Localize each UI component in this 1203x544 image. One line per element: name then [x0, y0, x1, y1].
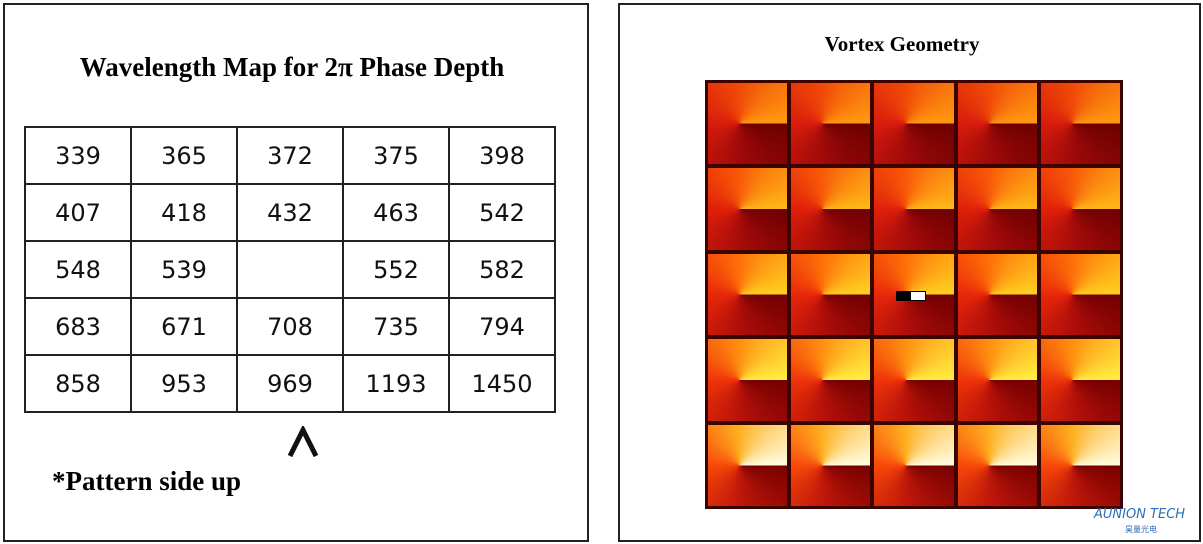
- vortex-tile: [957, 424, 1037, 506]
- vortex-tile: [957, 83, 1037, 165]
- table-cell: 858: [24, 354, 132, 413]
- vortex-tile: [791, 83, 871, 165]
- table-cell: 969: [236, 354, 344, 413]
- vortex-tile: [791, 168, 871, 250]
- table-cell: 407: [24, 183, 132, 242]
- vortex-tile: [791, 424, 871, 506]
- center-marker: [896, 291, 926, 301]
- vortex-tile: [874, 339, 954, 421]
- table-row: 548 539 552 582: [24, 240, 556, 299]
- table-cell: 683: [24, 297, 132, 356]
- vortex-tile: [874, 424, 954, 506]
- table-cell: [236, 240, 344, 299]
- table-cell: 432: [236, 183, 344, 242]
- table-cell: 735: [342, 297, 450, 356]
- vortex-tile: [957, 339, 1037, 421]
- table-row: 407 418 432 463 542: [24, 183, 556, 242]
- table-cell: 582: [448, 240, 556, 299]
- table-cell: 365: [130, 126, 238, 185]
- table-cell: 1193: [342, 354, 450, 413]
- table-cell: 794: [448, 297, 556, 356]
- table-cell: 953: [130, 354, 238, 413]
- vortex-tile: [1040, 168, 1120, 250]
- vortex-tile: [708, 253, 788, 336]
- table-cell: 418: [130, 183, 238, 242]
- table-cell: 463: [342, 183, 450, 242]
- vortex-tile: [708, 424, 788, 506]
- table-row: 339 365 372 375 398: [24, 126, 556, 185]
- table-cell: 1450: [448, 354, 556, 413]
- vortex-tile: [708, 83, 788, 165]
- table-cell: 375: [342, 126, 450, 185]
- table-cell: 552: [342, 240, 450, 299]
- vortex-tile: [957, 253, 1037, 336]
- vortex-tile: [957, 168, 1037, 250]
- table-cell: 339: [24, 126, 132, 185]
- table-cell: 671: [130, 297, 238, 356]
- table-cell: 542: [448, 183, 556, 242]
- vortex-tile: [708, 339, 788, 421]
- wavelength-table: 339 365 372 375 398 407 418 432 463 542 548 539 552 5…: [24, 126, 556, 413]
- table-row: 858 953 969 1193 1450: [24, 354, 556, 413]
- table-row: 683 671 708 735 794: [24, 297, 556, 356]
- table-cell: 539: [130, 240, 238, 299]
- table-cell: 708: [236, 297, 344, 356]
- vortex-tile: [791, 253, 871, 336]
- vortex-tile: [708, 168, 788, 250]
- vortex-tile: [1040, 253, 1120, 336]
- vortex-tile: [874, 83, 954, 165]
- table-cell: 398: [448, 126, 556, 185]
- vortex-tile: [1040, 83, 1120, 165]
- left-title: Wavelength Map for 2π Phase Depth: [79, 52, 505, 82]
- right-title: Vortex Geometry: [824, 32, 980, 56]
- logo: AUNION TECH: [1094, 507, 1186, 522]
- left-panel: [3, 3, 589, 542]
- arrow-up: [287, 426, 319, 458]
- vortex-tile: [791, 339, 871, 421]
- table-cell: 372: [236, 126, 344, 185]
- note: *Pattern side up: [52, 466, 241, 496]
- vortex-tile: [874, 168, 954, 250]
- table-cell: 548: [24, 240, 132, 299]
- right-panel: [618, 3, 1201, 542]
- vortex-tile: [1040, 339, 1120, 421]
- arrow-shape: [287, 426, 319, 458]
- vortex-grid: [705, 80, 1123, 509]
- logo-subtitle: 昊量光电: [1125, 525, 1157, 534]
- vortex-tile: [1040, 424, 1120, 506]
